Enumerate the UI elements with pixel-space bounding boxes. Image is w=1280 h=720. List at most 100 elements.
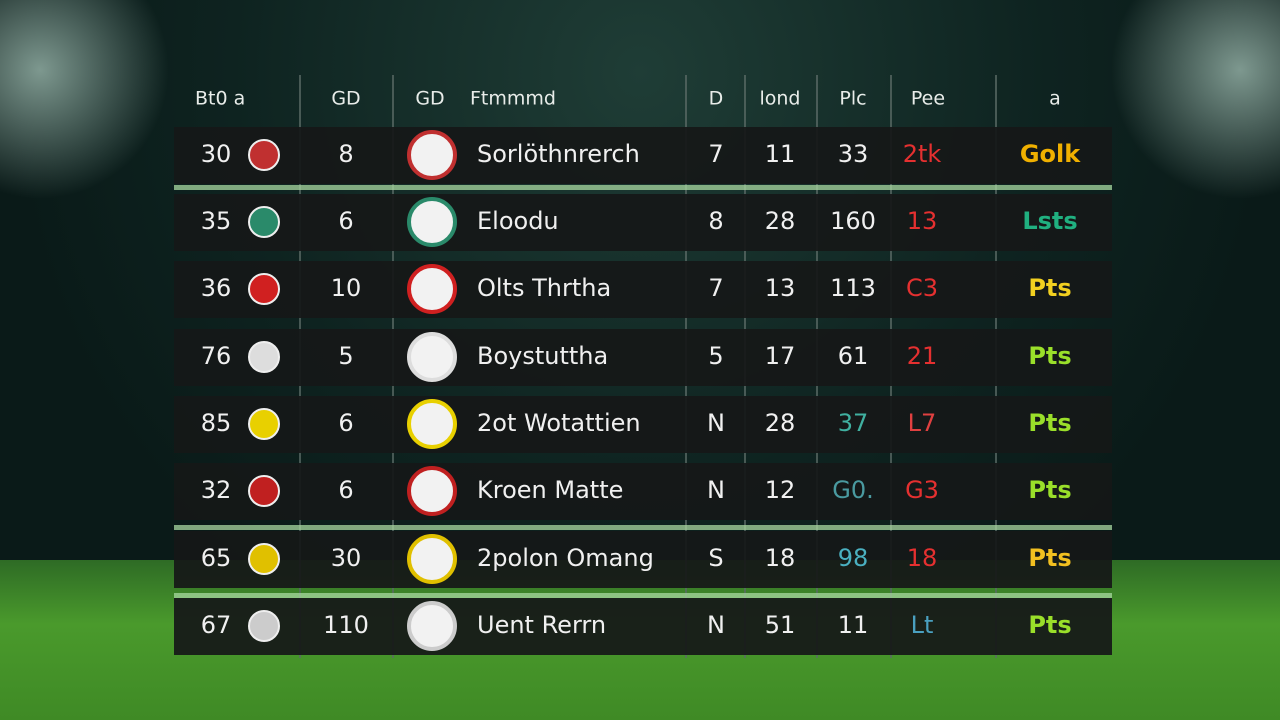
- cell-value: Pts: [1028, 544, 1071, 572]
- small-crest: [248, 543, 280, 575]
- small-crest: [248, 408, 280, 440]
- cell-value: 6: [338, 207, 353, 235]
- table-row: [174, 261, 1112, 318]
- cell-value: 85: [201, 409, 232, 437]
- cell-value: 2tk: [903, 140, 942, 168]
- team-crest: [407, 264, 457, 314]
- cell-value: 37: [838, 409, 869, 437]
- team-crest: [407, 197, 457, 247]
- cell-value: Pts: [1028, 476, 1071, 504]
- cell-value: 65: [201, 544, 232, 572]
- small-crest: [248, 475, 280, 507]
- cell-value: 13: [907, 207, 938, 235]
- header-label: Bt0 a: [195, 88, 245, 110]
- cell-value: 13: [765, 274, 796, 302]
- header-label: GD: [415, 88, 444, 110]
- cell-value: 6: [338, 476, 353, 504]
- team-name: Uent Rerrn: [477, 611, 606, 639]
- team-crest: [407, 399, 457, 449]
- cell-value: S: [708, 544, 723, 572]
- header-label: GD: [331, 88, 360, 110]
- table-row: [174, 329, 1112, 386]
- cell-value: 51: [765, 611, 796, 639]
- team-name: Boystuttha: [477, 342, 608, 370]
- cell-value: 7: [708, 274, 723, 302]
- cell-value: 36: [201, 274, 232, 302]
- table-row: [174, 127, 1112, 184]
- cell-value: G3: [905, 476, 939, 504]
- cell-value: 30: [331, 544, 362, 572]
- cell-value: 35: [201, 207, 232, 235]
- cell-value: Pts: [1028, 274, 1071, 302]
- cell-value: Lsts: [1022, 207, 1077, 235]
- team-name: Kroen Matte: [477, 476, 623, 504]
- cell-value: 8: [338, 140, 353, 168]
- zone-separator: [174, 525, 1112, 530]
- cell-value: C3: [906, 274, 938, 302]
- small-crest: [248, 206, 280, 238]
- cell-value: 21: [907, 342, 938, 370]
- cell-value: 32: [201, 476, 232, 504]
- small-crest: [248, 273, 280, 305]
- cell-value: 98: [838, 544, 869, 572]
- header-label: D: [709, 88, 724, 110]
- cell-value: 7: [708, 140, 723, 168]
- cell-value: 113: [830, 274, 876, 302]
- cell-value: 28: [765, 409, 796, 437]
- cell-value: N: [707, 409, 725, 437]
- cell-value: N: [707, 476, 725, 504]
- cell-value: 30: [201, 140, 232, 168]
- team-crest: [407, 130, 457, 180]
- cell-value: 28: [765, 207, 796, 235]
- team-name: Sorlöthnrerch: [477, 140, 640, 168]
- cell-value: N: [707, 611, 725, 639]
- team-crest: [407, 332, 457, 382]
- cell-value: 17: [765, 342, 796, 370]
- cell-value: 8: [708, 207, 723, 235]
- cell-value: 18: [765, 544, 796, 572]
- team-name: Olts Thrtha: [477, 274, 611, 302]
- small-crest: [248, 139, 280, 171]
- header-label: lond: [759, 88, 800, 110]
- cell-value: 6: [338, 409, 353, 437]
- cell-value: 11: [765, 140, 796, 168]
- cell-value: 10: [331, 274, 362, 302]
- cell-value: 18: [907, 544, 938, 572]
- cell-value: Lt: [911, 611, 934, 639]
- header-label: a: [1049, 88, 1061, 110]
- small-crest: [248, 610, 280, 642]
- team-crest: [407, 534, 457, 584]
- table-row: [174, 463, 1112, 520]
- cell-value: Pts: [1028, 342, 1071, 370]
- team-name: Eloodu: [477, 207, 559, 235]
- cell-value: 5: [708, 342, 723, 370]
- header-label: Ftmmmd: [470, 88, 556, 110]
- zone-separator: [174, 593, 1112, 598]
- table-row: [174, 396, 1112, 453]
- cell-value: 110: [323, 611, 369, 639]
- cell-value: 5: [338, 342, 353, 370]
- team-name: 2ot Wotattien: [477, 409, 641, 437]
- table-row: [174, 194, 1112, 251]
- table-row: [174, 531, 1112, 588]
- table-row: [174, 598, 1112, 655]
- header-label: Pee: [911, 88, 945, 110]
- team-name: 2polon Omang: [477, 544, 654, 572]
- small-crest: [248, 341, 280, 373]
- header-label: Plc: [839, 88, 866, 110]
- cell-value: 12: [765, 476, 796, 504]
- cell-value: 33: [838, 140, 869, 168]
- cell-value: Pts: [1028, 611, 1071, 639]
- cell-value: 67: [201, 611, 232, 639]
- team-crest: [407, 601, 457, 651]
- team-crest: [407, 466, 457, 516]
- cell-value: G0.: [832, 476, 874, 504]
- zone-separator: [174, 185, 1112, 190]
- cell-value: 11: [838, 611, 869, 639]
- cell-value: L7: [908, 409, 937, 437]
- cell-value: Pts: [1028, 409, 1071, 437]
- cell-value: Golk: [1020, 140, 1081, 168]
- cell-value: 61: [838, 342, 869, 370]
